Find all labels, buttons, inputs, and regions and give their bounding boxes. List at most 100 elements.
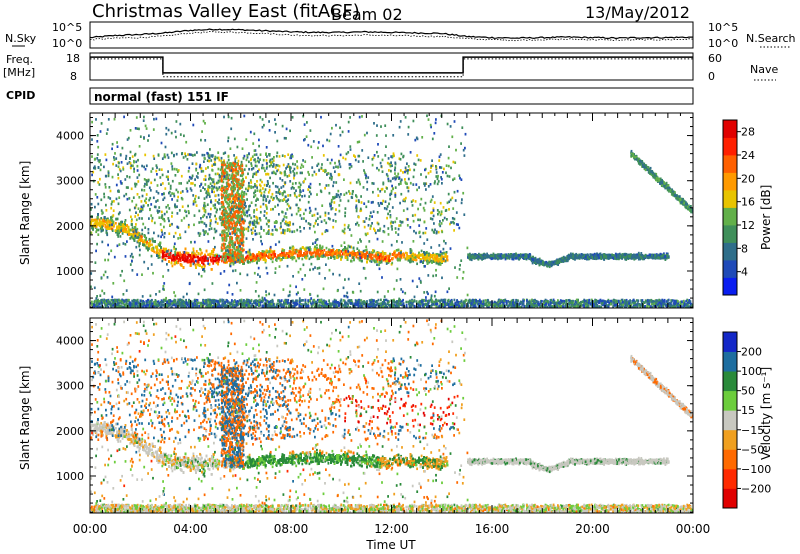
echo-cell bbox=[280, 258, 283, 261]
echo-cell bbox=[418, 251, 420, 255]
echo-cell bbox=[204, 255, 207, 258]
echo-cell bbox=[354, 252, 356, 255]
echo-cell bbox=[365, 248, 368, 252]
echo-cell bbox=[245, 256, 247, 260]
echo-cell bbox=[425, 252, 428, 255]
echo-cell bbox=[337, 255, 339, 259]
echo-cell bbox=[118, 227, 120, 231]
echo-cell bbox=[153, 250, 156, 254]
echo-cell bbox=[186, 256, 189, 259]
echo-cell bbox=[155, 245, 157, 249]
echo-cell bbox=[212, 250, 215, 254]
echo-cell bbox=[439, 263, 442, 266]
echo-cell bbox=[311, 255, 314, 258]
echo-cell bbox=[313, 250, 316, 254]
echo-cell bbox=[443, 251, 445, 255]
cpid-text: normal (fast) 151 IF bbox=[94, 90, 229, 104]
echo-cell bbox=[126, 224, 128, 227]
echo-cell bbox=[423, 251, 425, 254]
echo-cell bbox=[96, 216, 99, 219]
echo-cell bbox=[149, 240, 152, 243]
echo-cell bbox=[190, 259, 193, 263]
echo-cell bbox=[160, 250, 162, 254]
echo-cell bbox=[138, 242, 141, 245]
echo-cell bbox=[319, 244, 321, 248]
echo-cell bbox=[102, 228, 104, 232]
echo-cell bbox=[187, 260, 190, 264]
echo-cell bbox=[111, 227, 113, 231]
echo-cell bbox=[228, 259, 230, 262]
echo-cell bbox=[370, 253, 373, 257]
echo-cell bbox=[353, 249, 355, 253]
echo-cell bbox=[314, 254, 317, 258]
echo-cell bbox=[293, 256, 296, 260]
echo-cell bbox=[194, 263, 197, 267]
echo-cell bbox=[209, 255, 212, 259]
echo-cell bbox=[323, 249, 326, 252]
echo-cell bbox=[185, 251, 188, 255]
echo-cell bbox=[219, 255, 222, 259]
echo-cell bbox=[196, 260, 198, 263]
echo-cell bbox=[151, 237, 154, 241]
freq-unit-label: [MHz] bbox=[3, 66, 35, 79]
echo-cell bbox=[347, 244, 350, 248]
echo-cell bbox=[273, 255, 275, 258]
echo-cell bbox=[174, 261, 176, 265]
echo-cell bbox=[179, 253, 181, 257]
echo-cell bbox=[413, 258, 415, 261]
echo-cell bbox=[144, 240, 146, 244]
echo-cell bbox=[426, 257, 429, 260]
echo-cell bbox=[264, 251, 266, 255]
echo-cell bbox=[366, 251, 368, 254]
echo-cell bbox=[362, 251, 364, 255]
echo-cell bbox=[189, 258, 192, 262]
echo-cell bbox=[227, 255, 230, 259]
echo-cell bbox=[336, 249, 338, 252]
echo-cell bbox=[164, 258, 167, 261]
echo-cell bbox=[138, 235, 141, 238]
echo-cell bbox=[121, 232, 124, 235]
echo-cell bbox=[201, 265, 203, 269]
echo-cell bbox=[382, 258, 385, 262]
echo-cell bbox=[380, 256, 383, 259]
echo-cell bbox=[415, 258, 418, 262]
echo-cell bbox=[212, 259, 214, 262]
echo-cell bbox=[174, 250, 176, 254]
echo-cell bbox=[110, 221, 113, 225]
echo-cell bbox=[427, 261, 430, 264]
echo-cell bbox=[430, 259, 433, 263]
echo-cell bbox=[115, 217, 118, 221]
echo-cell bbox=[130, 233, 132, 236]
echo-cell bbox=[444, 253, 447, 256]
echo-cell bbox=[289, 246, 292, 250]
echo-cell bbox=[143, 243, 146, 247]
freq-series bbox=[90, 56, 693, 78]
echo-cell bbox=[137, 231, 139, 235]
echo-cell bbox=[156, 249, 158, 252]
echo-cell bbox=[99, 227, 102, 230]
echo-cell bbox=[180, 254, 183, 257]
echo-cell bbox=[261, 250, 264, 253]
echo-cell bbox=[322, 251, 324, 254]
echo-cell bbox=[142, 243, 144, 246]
echo-cell bbox=[371, 257, 373, 260]
echo-cell bbox=[195, 255, 197, 259]
echo-cell bbox=[133, 237, 135, 241]
echo-cell bbox=[134, 236, 136, 239]
echo-cell bbox=[104, 225, 107, 229]
nsearch-tick-bottom: 10^0 bbox=[708, 37, 738, 50]
freq-tick-bottom: 8 bbox=[70, 70, 77, 83]
echo-cell bbox=[193, 252, 196, 255]
echo-cell bbox=[200, 256, 203, 260]
echo-cell bbox=[368, 251, 371, 254]
nsky-panel bbox=[89, 21, 694, 49]
echo-cell bbox=[211, 257, 214, 261]
echo-cell bbox=[437, 260, 440, 263]
echo-cell bbox=[375, 260, 377, 263]
echo-cell bbox=[333, 257, 336, 260]
echo-cell bbox=[285, 252, 288, 255]
echo-cell bbox=[192, 257, 194, 261]
echo-cell bbox=[384, 256, 387, 259]
echo-cell bbox=[212, 254, 215, 257]
echo-cell bbox=[155, 251, 158, 254]
